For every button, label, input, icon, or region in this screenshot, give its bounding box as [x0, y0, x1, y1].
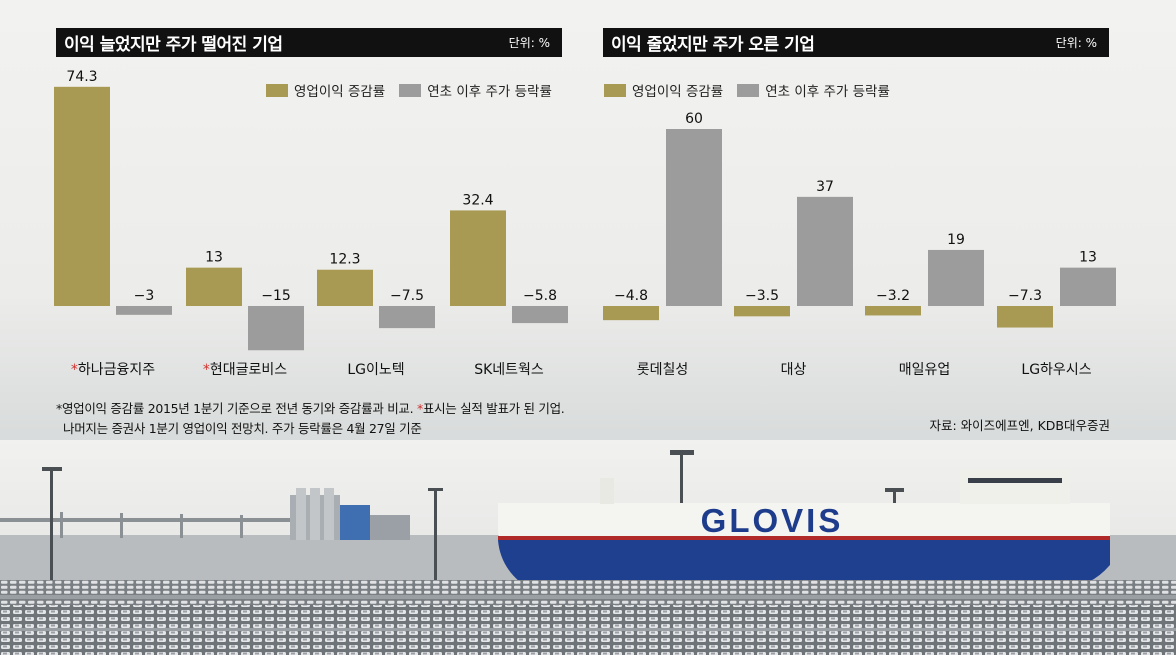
- legend-swatch-gray: [399, 83, 422, 97]
- legend-swatch-gray: [737, 83, 760, 97]
- legend-label: 영업이익 증감률: [294, 84, 386, 100]
- source-credit: 자료: 와이즈에프엔, KDB대우증권: [929, 418, 1110, 433]
- legend-label: 영업이익 증감률: [632, 84, 724, 100]
- bridge: [0, 512, 300, 538]
- bar-value-label: −3.5: [745, 288, 779, 304]
- bar-stock-change-4: [666, 129, 722, 306]
- car-carrier-ship: GLOVIS: [498, 470, 1110, 589]
- bar-stock-change-6: [928, 249, 984, 306]
- bar-operating-profit-5: [734, 306, 790, 317]
- bar-stock-change-5: [797, 196, 853, 306]
- bar-value-label: −7.5: [390, 288, 424, 304]
- legend-item-operating-profit: 영업이익 증감률: [266, 80, 385, 100]
- bar-operating-profit-3: [450, 210, 506, 306]
- category-label: LG하우시스: [1021, 362, 1091, 378]
- bar-value-label: −5.8: [523, 288, 557, 304]
- category-label: 롯데칠성: [637, 362, 689, 378]
- legend-swatch-olive: [266, 83, 288, 97]
- bar-value-label: 19: [947, 232, 965, 248]
- category-label: *현대글로비스: [203, 362, 287, 378]
- right-panel-unit: 단위: %: [1055, 36, 1097, 50]
- footnote-text: 영업이익 증감률 2015년 1분기 기준으로 전년 동기와 증감률과 비교.: [61, 401, 417, 416]
- bar-value-label: −3.2: [876, 288, 910, 304]
- left-legend: 영업이익 증감률 연초 이후 주가 등락률: [266, 80, 566, 100]
- footnote-text: 표시는 실적 발표가 된 기업.: [422, 401, 565, 416]
- footnote: *영업이익 증감률 2015년 1분기 기준으로 전년 동기와 증감률과 비교.…: [56, 399, 565, 439]
- bar-value-label: −7.3: [1008, 288, 1042, 304]
- bar-operating-profit-1: [186, 267, 242, 306]
- bar-value-label: −4.8: [614, 288, 648, 304]
- factory: [290, 488, 410, 540]
- bar-stock-change-0: [116, 306, 172, 315]
- bar-charts: 74.3 −3 *하나금융지주 13 −15 *현대글로비스 12.3 −7.5 LG이노텍 32…: [54, 69, 1116, 378]
- bar-value-label: 60: [685, 111, 703, 127]
- category-label: *하나금융지주: [71, 362, 155, 378]
- legend-label: 연초 이후 주가 등락률: [427, 84, 552, 100]
- bar-value-label: 74.3: [66, 69, 97, 85]
- bar-value-label: 32.4: [462, 192, 493, 208]
- category-label: 대상: [781, 362, 807, 378]
- category-label: LG이노텍: [347, 362, 404, 378]
- legend-swatch-olive: [604, 83, 626, 97]
- footnote-line-1: *영업이익 증감률 2015년 1분기 기준으로 전년 동기와 증감률과 비교.…: [56, 399, 565, 419]
- right-legend: 영업이익 증감률 연초 이후 주가 등락률: [604, 80, 904, 100]
- footnote-line-2: 나머지는 증권사 1분기 영업이익 전망치. 주가 등락률은 4월 27일 기준: [63, 421, 422, 436]
- bar-value-label: 12.3: [329, 252, 360, 268]
- bar-stock-change-3: [512, 306, 568, 324]
- legend-item-stock-change: 연초 이후 주가 등락률: [399, 80, 552, 100]
- bar-stock-change-1: [248, 306, 304, 351]
- bar-operating-profit-2: [317, 269, 373, 306]
- car-parking-lot: [0, 580, 1176, 655]
- bar-value-label: −3: [134, 288, 155, 304]
- right-panel-title: 이익 줄었지만 주가 오른 기업: [611, 35, 815, 55]
- ship-logo-text: GLOVIS: [701, 502, 844, 539]
- category-label: 매일유업: [899, 362, 951, 378]
- bar-value-label: 13: [205, 250, 223, 266]
- bar-operating-profit-6: [865, 306, 921, 316]
- bar-value-label: 37: [816, 179, 834, 195]
- bar-stock-change-2: [379, 306, 435, 329]
- legend-item-stock-change: 연초 이후 주가 등락률: [737, 80, 890, 100]
- left-panel-title: 이익 늘었지만 주가 떨어진 기업: [64, 35, 283, 55]
- footnote-star-red: *: [416, 401, 423, 416]
- right-panel-header: 이익 줄었지만 주가 오른 기업 단위: %: [603, 28, 1109, 57]
- bar-value-label: 13: [1079, 250, 1097, 266]
- footnote-star: *: [56, 401, 62, 416]
- legend-label: 연초 이후 주가 등락률: [765, 84, 890, 100]
- bar-value-label: −15: [261, 288, 291, 304]
- left-panel-header: 이익 늘었지만 주가 떨어진 기업 단위: %: [56, 28, 562, 57]
- legend-item-operating-profit: 영업이익 증감률: [604, 80, 723, 100]
- bar-operating-profit-0: [54, 86, 110, 306]
- bar-operating-profit-4: [603, 306, 659, 321]
- category-label: SK네트웍스: [474, 362, 544, 378]
- left-panel-unit: 단위: %: [508, 36, 550, 50]
- bar-operating-profit-7: [997, 306, 1053, 328]
- bar-stock-change-7: [1060, 267, 1116, 306]
